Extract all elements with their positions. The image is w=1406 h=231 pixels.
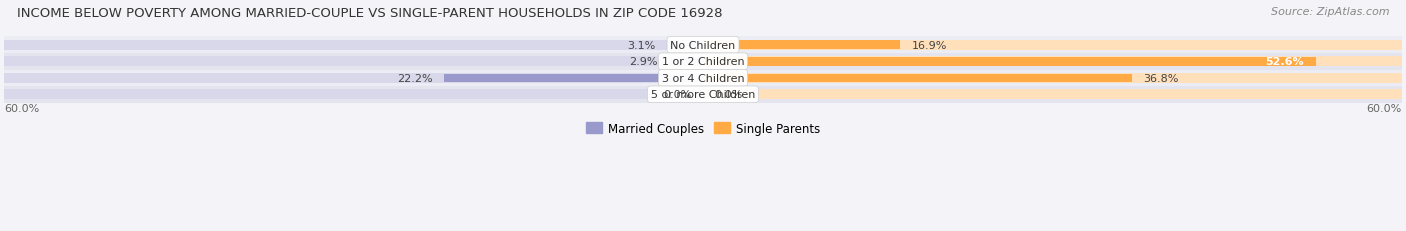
Bar <box>703 90 1402 100</box>
Bar <box>703 41 900 50</box>
Bar <box>666 41 703 50</box>
Bar <box>444 74 703 83</box>
Bar <box>4 54 1402 70</box>
Text: 22.2%: 22.2% <box>396 73 433 83</box>
Text: 60.0%: 60.0% <box>4 103 39 113</box>
Bar <box>4 37 1402 54</box>
Text: Source: ZipAtlas.com: Source: ZipAtlas.com <box>1271 7 1389 17</box>
Text: 52.6%: 52.6% <box>1265 57 1303 67</box>
Bar <box>703 57 1402 67</box>
Bar <box>4 90 703 100</box>
Bar <box>703 73 1402 84</box>
Bar <box>703 40 1402 51</box>
Bar <box>4 40 703 51</box>
Text: 3.1%: 3.1% <box>627 41 655 51</box>
Bar <box>703 58 1316 66</box>
Bar <box>4 57 703 67</box>
Text: INCOME BELOW POVERTY AMONG MARRIED-COUPLE VS SINGLE-PARENT HOUSEHOLDS IN ZIP COD: INCOME BELOW POVERTY AMONG MARRIED-COUPL… <box>17 7 723 20</box>
Bar <box>4 70 1402 87</box>
Text: 2.9%: 2.9% <box>628 57 658 67</box>
Legend: Married Couples, Single Parents: Married Couples, Single Parents <box>581 118 825 140</box>
Bar <box>703 74 1132 83</box>
Text: 0.0%: 0.0% <box>714 90 742 100</box>
Text: 60.0%: 60.0% <box>1367 103 1402 113</box>
Bar <box>4 87 1402 103</box>
Bar <box>4 73 703 84</box>
Text: 16.9%: 16.9% <box>911 41 946 51</box>
Text: 5 or more Children: 5 or more Children <box>651 90 755 100</box>
Text: 1 or 2 Children: 1 or 2 Children <box>662 57 744 67</box>
Text: 36.8%: 36.8% <box>1143 73 1178 83</box>
Text: No Children: No Children <box>671 41 735 51</box>
Bar <box>669 58 703 66</box>
Text: 0.0%: 0.0% <box>664 90 692 100</box>
Text: 3 or 4 Children: 3 or 4 Children <box>662 73 744 83</box>
